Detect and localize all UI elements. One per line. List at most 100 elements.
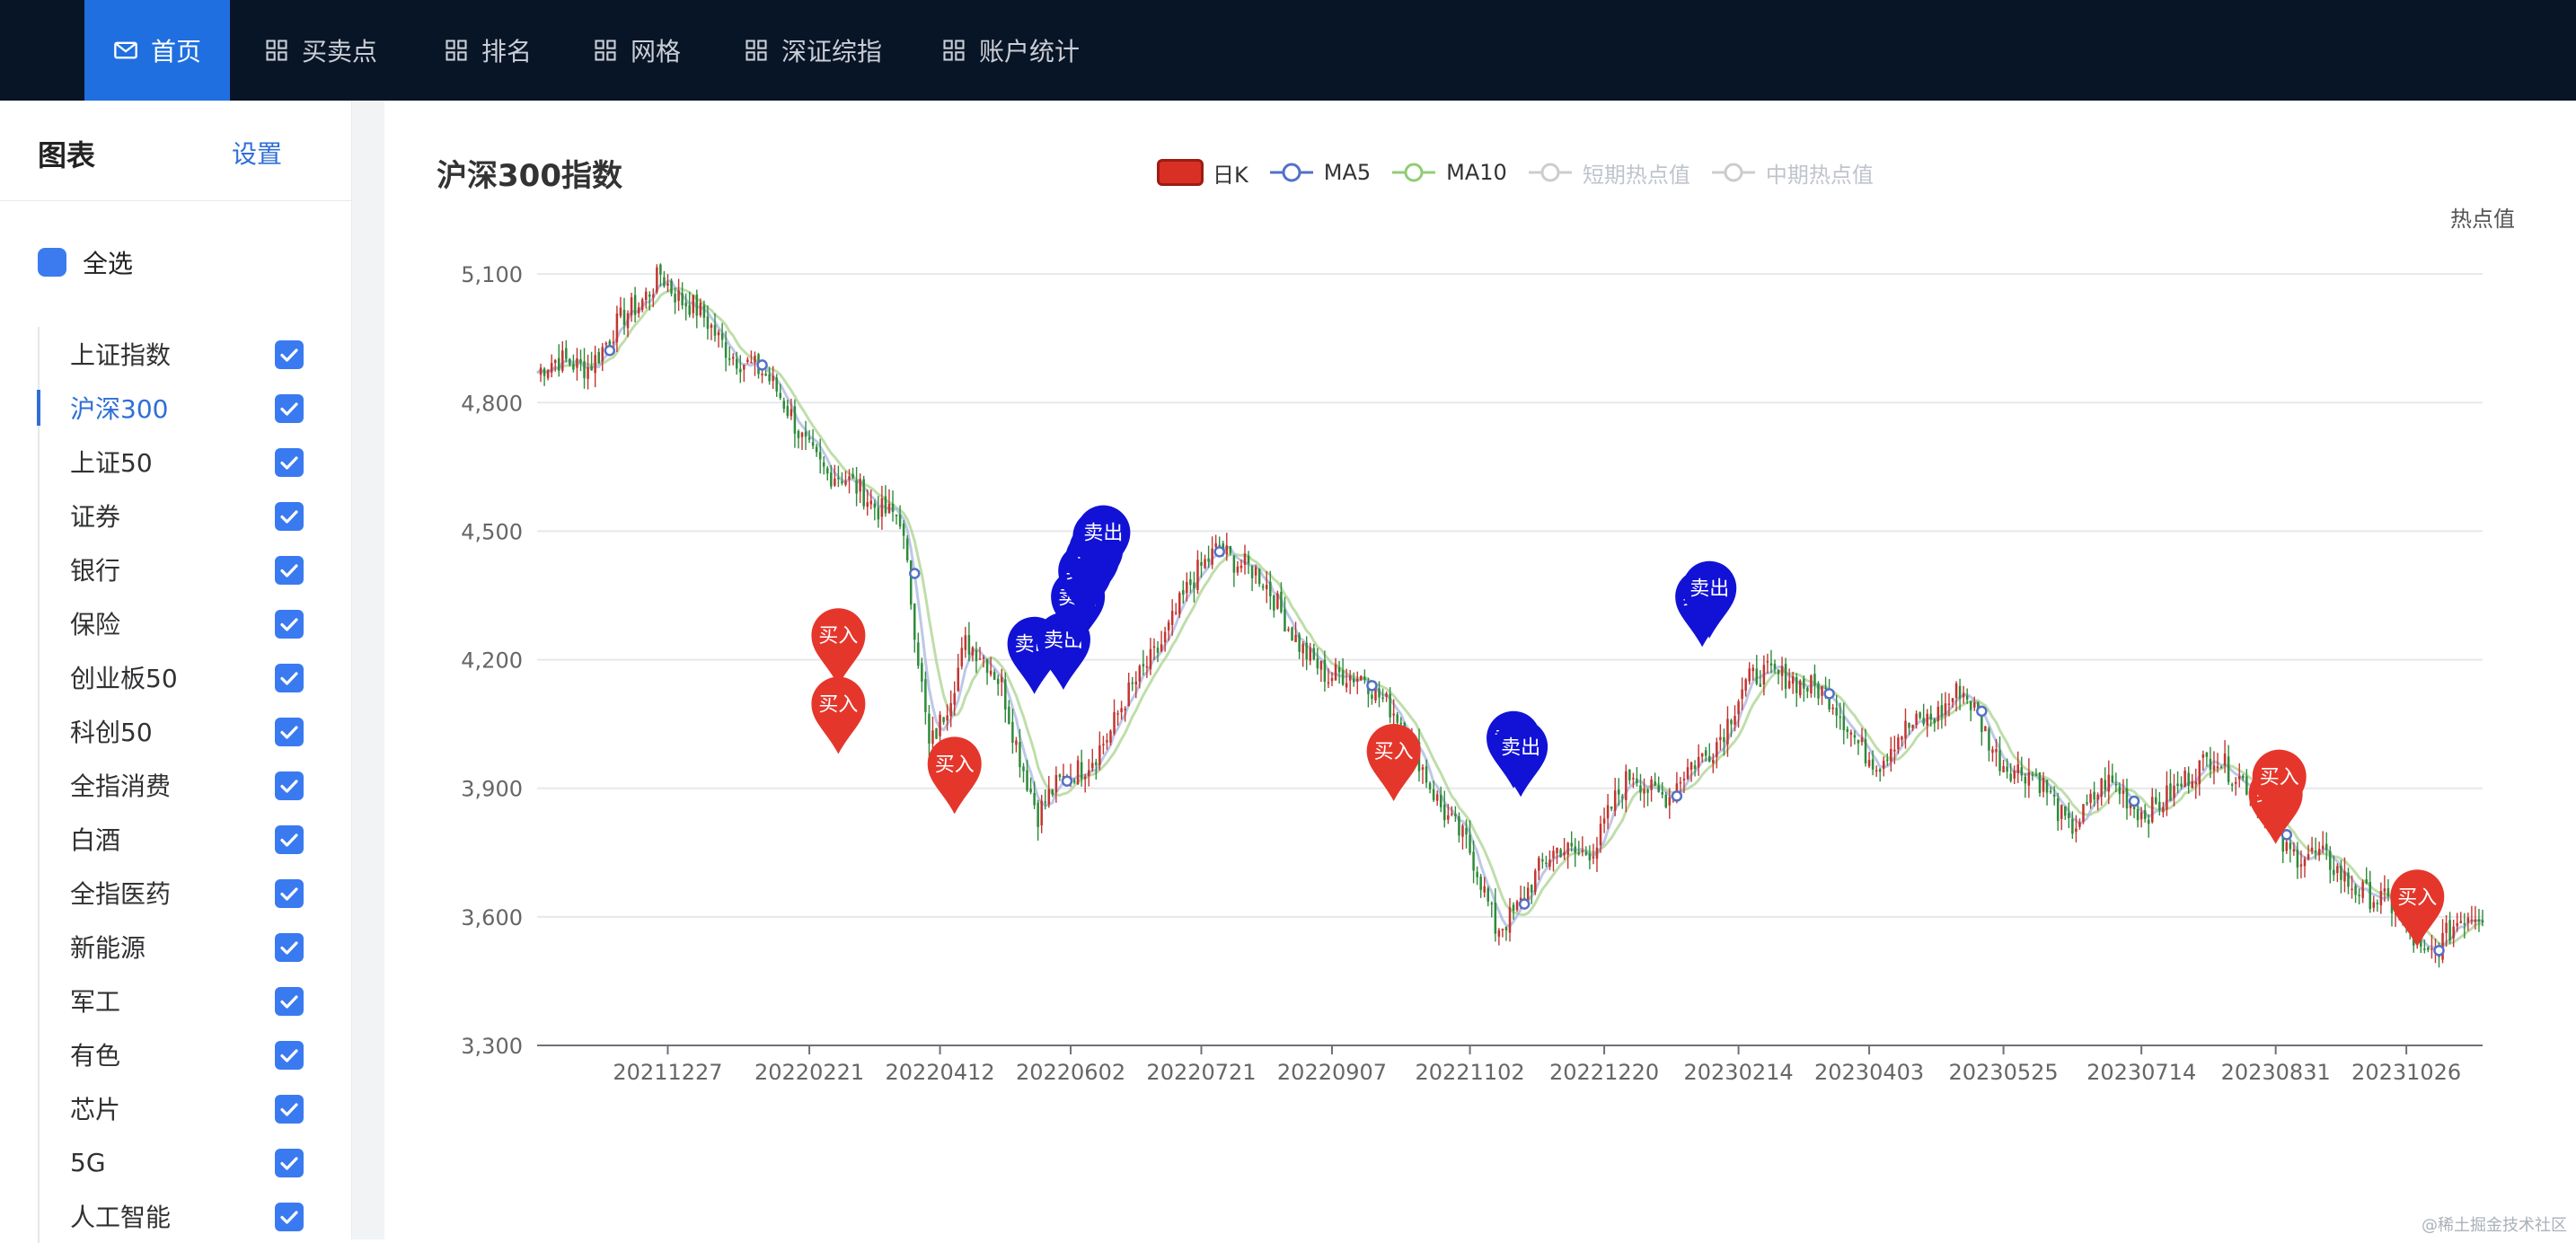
candle-body (859, 479, 861, 491)
item-checkbox[interactable] (275, 987, 304, 1016)
candle-body (949, 703, 952, 717)
candle-body (736, 359, 738, 369)
nav-item-2[interactable]: 排名 (415, 0, 560, 101)
item-checkbox[interactable] (275, 556, 304, 585)
item-checkbox[interactable] (275, 502, 304, 531)
sidebar-item[interactable]: 银行 (40, 542, 307, 596)
sidebar-item[interactable]: 5G (40, 1135, 307, 1189)
item-checkbox[interactable] (275, 879, 304, 908)
candle-body (1795, 677, 1798, 693)
sidebar-item[interactable]: 白酒 (40, 812, 307, 866)
nav-item-4[interactable]: 深证综指 (715, 0, 911, 101)
select-all-box[interactable] (38, 248, 66, 277)
candle-body (819, 452, 822, 459)
item-checkbox[interactable] (275, 1203, 304, 1231)
check-icon (275, 664, 304, 692)
candle-body (1095, 763, 1098, 766)
sidebar-item[interactable]: 军工 (40, 974, 307, 1027)
candle-body (1621, 797, 1624, 798)
item-checkbox[interactable] (275, 933, 304, 962)
sidebar-item[interactable]: 新能源 (40, 920, 307, 974)
candle-body (2191, 781, 2193, 788)
legend-item-3[interactable]: 短期热点值 (1527, 157, 1690, 189)
candle-body (1255, 567, 1257, 575)
sidebar-item[interactable]: 科创50 (40, 704, 307, 758)
candle-body (2238, 776, 2241, 780)
sidebar-item[interactable]: 上证指数 (40, 327, 307, 381)
nav-item-5[interactable]: 账户统计 (913, 0, 1108, 101)
candle-body (2112, 775, 2114, 782)
sidebar-item[interactable]: 全指医药 (40, 866, 307, 920)
candle-body (775, 377, 778, 392)
candle-body (1301, 644, 1304, 653)
legend-item-1[interactable]: MA5 (1268, 159, 1371, 186)
candle-body (2028, 772, 2031, 786)
candle-body (1741, 690, 1743, 700)
legend-item-2[interactable]: MA10 (1390, 159, 1507, 186)
item-checkbox[interactable] (275, 448, 304, 477)
candle-body (583, 361, 586, 378)
x-tick-label: 20230714 (2086, 1060, 2196, 1085)
ma5-symbol (1215, 547, 1224, 556)
candle-body (1088, 771, 1090, 777)
candle-body (1269, 582, 1272, 596)
sidebar-item[interactable]: 证券 (40, 489, 307, 542)
sidebar-item[interactable]: 全指消费 (40, 758, 307, 812)
item-checkbox[interactable] (275, 825, 304, 854)
sidebar-item[interactable]: 保险 (40, 596, 307, 650)
nav-item-1[interactable]: 买卖点 (235, 0, 406, 101)
legend-item-0[interactable]: 日K (1157, 157, 1248, 189)
candle-body (1748, 668, 1751, 681)
candle-body (1922, 718, 1925, 724)
candle-body (965, 635, 967, 649)
candle-body (1244, 553, 1247, 565)
sidebar-item-label: 军工 (70, 983, 120, 1018)
item-checkbox[interactable] (275, 610, 304, 639)
candle-body (1941, 705, 1944, 717)
layout-gutter (352, 101, 384, 1239)
candle-body (558, 358, 560, 371)
item-checkbox[interactable] (275, 1041, 304, 1070)
item-checkbox[interactable] (275, 664, 304, 692)
candle-body (1970, 701, 1972, 710)
nav-item-0[interactable]: 首页 (84, 0, 230, 101)
candle-body (2448, 920, 2451, 940)
candle-body (957, 668, 960, 691)
item-checkbox[interactable] (275, 718, 304, 746)
sidebar-item[interactable]: 人工智能 (40, 1189, 307, 1243)
candle-body (2082, 804, 2085, 822)
item-checkbox[interactable] (275, 1149, 304, 1177)
candle-body (1843, 716, 1846, 730)
candle-body (830, 472, 833, 486)
item-checkbox[interactable] (275, 771, 304, 800)
item-checkbox[interactable] (275, 340, 304, 369)
legend-item-4[interactable]: 中期热点值 (1710, 157, 1874, 189)
candle-body (2071, 819, 2074, 833)
nav-item-3[interactable]: 网格 (564, 0, 710, 101)
candle-body (1806, 688, 1809, 692)
candle-body (1356, 679, 1359, 682)
item-checkbox[interactable] (275, 394, 304, 423)
sidebar-item[interactable]: 有色 (40, 1027, 307, 1081)
item-checkbox[interactable] (275, 1095, 304, 1124)
candle-legend-icon (1157, 159, 1204, 186)
candle-body (862, 480, 865, 507)
candle-body (1193, 582, 1195, 587)
y-tick-label: 4,200 (461, 648, 523, 674)
candle-body (659, 265, 662, 275)
candle-body (1792, 676, 1795, 683)
candle-body (1109, 731, 1112, 743)
grid-icon (744, 38, 769, 63)
candle-body (1926, 714, 1928, 726)
sidebar-item[interactable]: 创业板50 (40, 650, 307, 704)
sidebar-item[interactable]: 沪深300 (40, 381, 307, 435)
candle-body (1338, 667, 1341, 672)
sidebar-item[interactable]: 上证50 (40, 435, 307, 489)
sidebar-title: 图表 (38, 133, 95, 174)
candle-body (2089, 794, 2092, 803)
sidebar-item[interactable]: 芯片 (40, 1081, 307, 1135)
settings-link[interactable]: 设置 (232, 135, 282, 171)
select-all-checkbox[interactable]: 全选 (38, 244, 133, 280)
candle-body (885, 497, 887, 514)
candle-body (779, 393, 781, 399)
